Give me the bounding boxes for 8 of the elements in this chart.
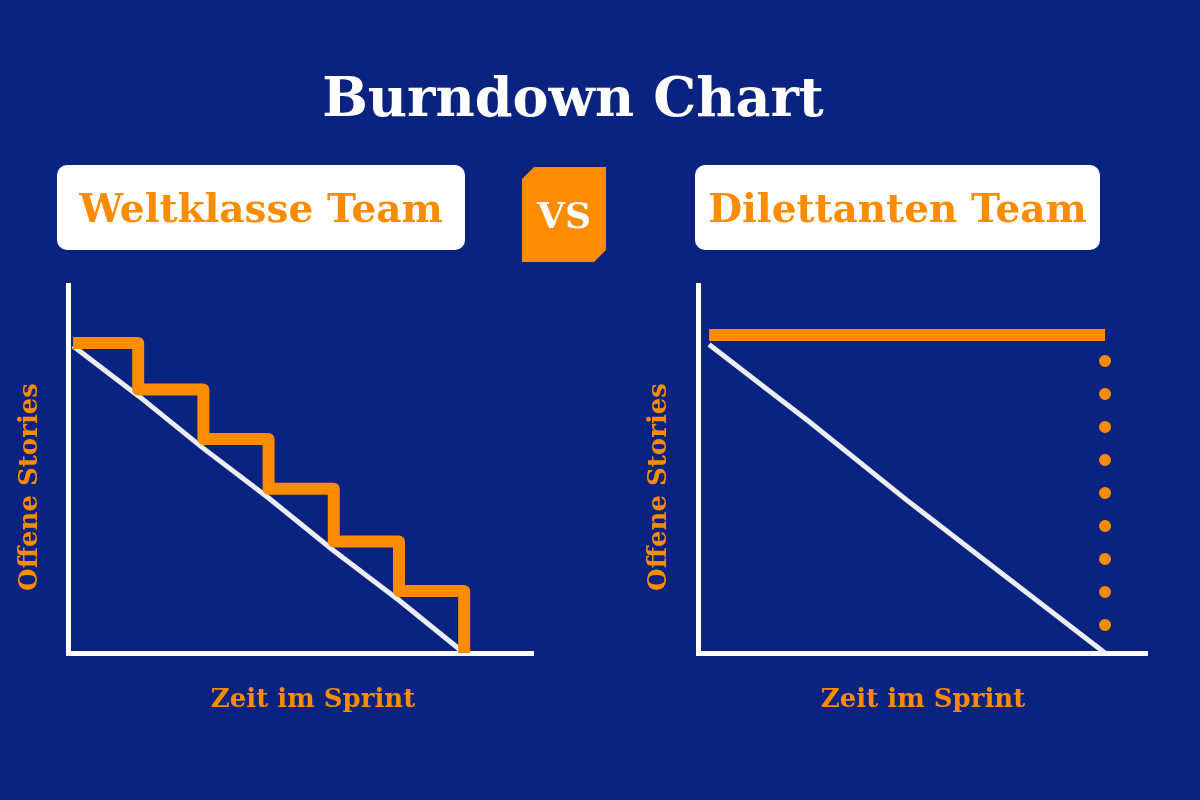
chart-title: Weltklasse Team [79,184,443,231]
text: VS [537,193,591,236]
x-axis-title: Zeit im Sprint [210,683,416,713]
chart-title: Dilettanten Team [708,184,1087,231]
x-axis-title: Zeit im Sprint [820,683,1026,713]
y-axis-title: Offene Stories [642,383,672,591]
text: Burndown Chart [322,65,824,129]
y-axis-title: Offene Stories [13,383,43,591]
